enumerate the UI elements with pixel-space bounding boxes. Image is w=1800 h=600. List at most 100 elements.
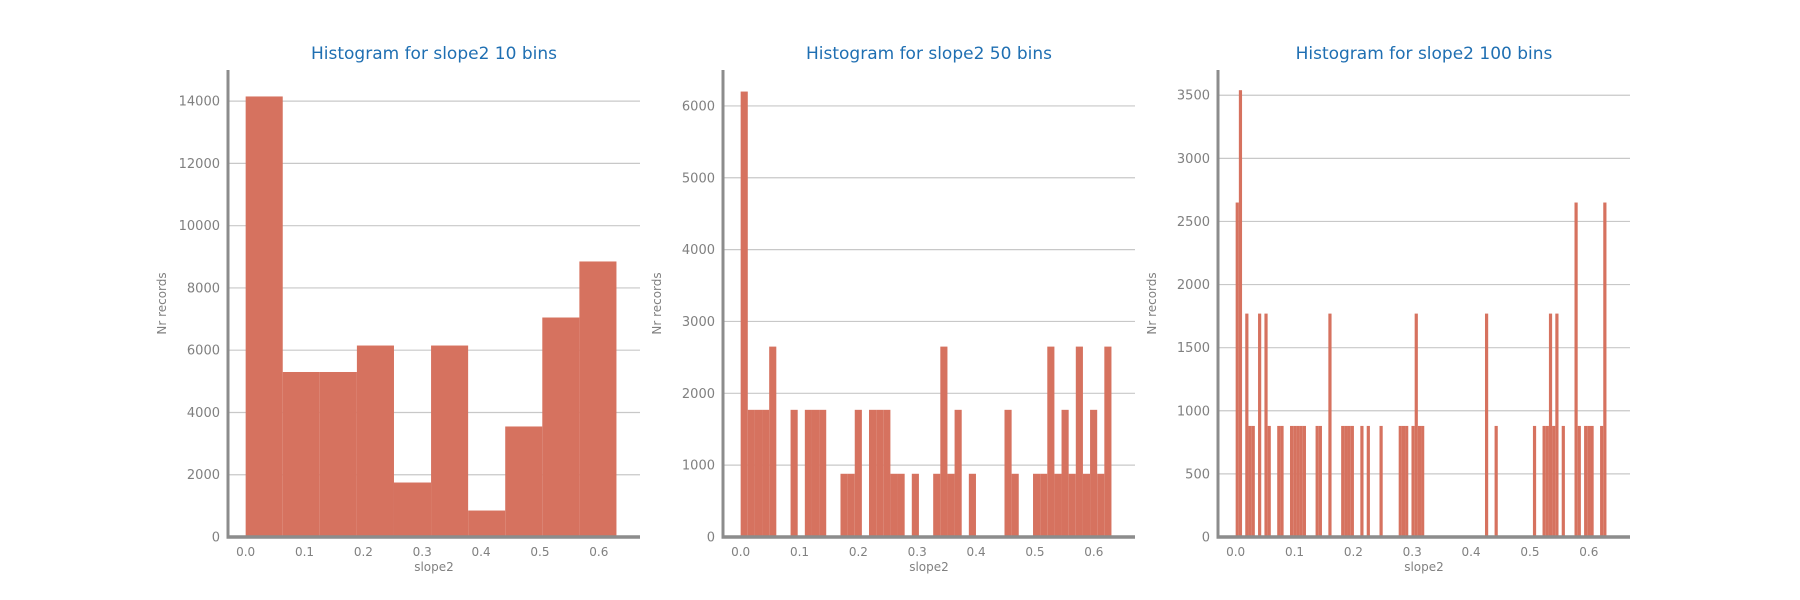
histogram-bar [1047,346,1055,537]
histogram-bar [1398,425,1402,537]
x-tick-label: 0.5 [1025,545,1044,559]
histogram-bar [897,473,905,537]
histogram-bar [393,482,432,537]
x-tick-label: 0.5 [1520,545,1539,559]
x-tick-label: 0.3 [908,545,927,559]
x-tick-label: 0.0 [1226,545,1245,559]
histogram-bar [1090,409,1098,537]
histogram-bar [1104,346,1112,537]
histogram-bar [1264,313,1268,537]
histogram-bar [790,409,798,537]
histogram-bar [1318,425,1322,537]
histogram-bar [1379,425,1383,537]
histogram-bar [282,371,320,537]
histogram-bar [1097,473,1105,537]
histogram-bar [1267,425,1271,537]
histogram-bar [1054,473,1062,537]
y-tick-label: 8000 [187,281,220,296]
histogram-bar [911,473,919,537]
x-tick-label: 0.0 [731,545,750,559]
x-tick-label: 0.2 [354,545,373,559]
histogram-bar [1245,313,1249,537]
y-tick-label: 1500 [1177,341,1210,356]
histogram-bar [319,371,357,537]
histogram-bar [1587,425,1591,537]
histogram-bar [1532,425,1537,537]
histogram-bar [954,409,962,537]
y-tick-label: 2500 [1177,215,1210,230]
histogram-bar [1347,425,1351,537]
histogram-bar [1577,425,1581,537]
histogram-bar [1574,202,1578,537]
histogram-bar [740,91,748,538]
y-tick-label: 2000 [187,468,220,483]
histogram-bar [819,409,827,537]
histogram-bar [1251,425,1255,537]
histogram-bar [754,409,763,537]
histogram-bar [883,409,891,537]
y-tick-label: 14000 [179,95,220,110]
x-tick-label: 0.6 [1579,545,1598,559]
y-axis-label: Nr records [155,272,169,334]
histogram-bar [1344,425,1348,537]
histogram-bar [869,409,877,537]
y-tick-label: 1000 [682,459,715,474]
y-tick-label: 10000 [179,219,220,234]
chart-panel-1: 0 2000 4000 6000 8000 10000 12000 14000 0.0 0.1 0.… [155,44,640,574]
histogram-bar [1075,346,1083,537]
histogram-bar [1417,425,1422,537]
histogram-bar [1366,425,1370,537]
x-tick-label: 0.1 [790,545,809,559]
x-tick-label: 0.5 [530,545,549,559]
x-tick-label: 0.2 [849,545,868,559]
x-axis-label: slope2 [414,560,454,574]
y-tick-label: 2000 [682,387,715,402]
histogram-bar [1360,425,1364,537]
chart-title: Histogram for slope2 10 bins [311,44,557,64]
histogram-bar [876,409,884,537]
histogram-bar [1235,202,1239,537]
histogram-bar [840,473,848,537]
histogram-bar [356,345,394,537]
chart-panel-3: 0 500 1000 1500 2000 2500 3000 3500 0.0 0.1 0.2 0.3… [1145,44,1630,574]
x-axis-label: slope2 [909,560,949,574]
histogram-bar [1277,425,1281,537]
histogram-bar [1302,425,1306,537]
y-tick-label: 3500 [1177,89,1210,104]
x-tick-label: 0.3 [1403,545,1422,559]
y-tick-label: 6000 [187,344,220,359]
histogram-bar [847,473,855,537]
histogram-bar [933,473,941,537]
histogram-bar [811,409,820,537]
histogram-bar [245,96,283,538]
x-tick-label: 0.1 [295,545,314,559]
histogram-bar [1238,90,1243,538]
histogram-bar [1068,473,1076,537]
x-tick-label: 0.4 [967,545,986,559]
x-tick-label: 0.3 [413,545,432,559]
histogram-bar [854,409,862,537]
histogram-bar [1328,313,1332,537]
histogram-bar [1293,425,1297,537]
histogram-bar [579,261,617,537]
histogram-bar [1405,425,1409,537]
histogram-bar [1414,313,1418,537]
chart-panel-2: 0 1000 2000 3000 4000 5000 6000 0.0 0.1 0.2 0.3 0.4… [650,44,1135,574]
histogram-bar [747,409,755,537]
histogram-bar [1061,409,1069,537]
x-tick-label: 0.0 [236,545,255,559]
chart-title: Histogram for slope2 100 bins [1296,44,1553,64]
x-tick-label: 0.4 [1462,545,1481,559]
histogram-bar [505,426,543,537]
y-tick-label: 4000 [187,406,220,421]
histogram-bar [431,345,469,537]
chart-title: Histogram for slope2 50 bins [806,44,1052,64]
x-tick-label: 0.6 [589,545,608,559]
histogram-bar [1552,425,1556,537]
x-tick-label: 0.6 [1084,545,1103,559]
x-tick-label: 0.1 [1285,545,1304,559]
y-tick-label: 3000 [1177,152,1210,167]
histogram-bar [1299,425,1303,537]
histogram-bar [968,473,976,537]
histogram-bar [1494,425,1498,537]
